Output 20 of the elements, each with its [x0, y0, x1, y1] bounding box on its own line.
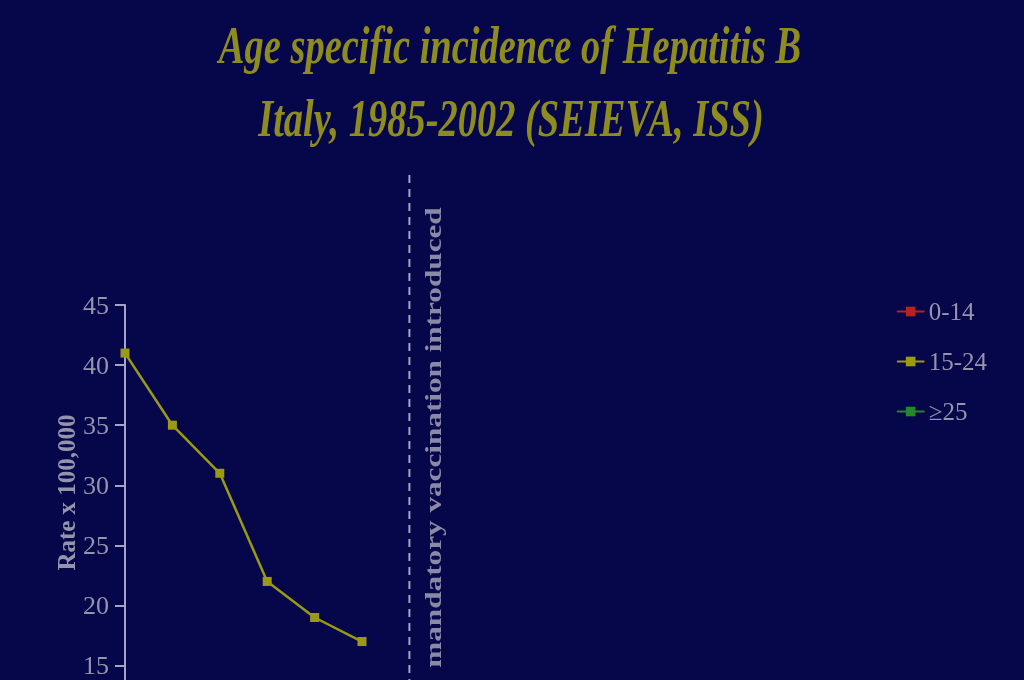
y-tick-label: 40 — [83, 350, 109, 380]
text: Italy, 1985-2002 (SEIEVA, ISS) — [257, 89, 764, 147]
point — [357, 637, 367, 647]
legend-label: ≥25 — [928, 398, 968, 425]
text: Age specific incidence of Hepatitis B — [216, 16, 802, 74]
text: mandatory vaccination introduced — [419, 206, 446, 668]
y-tick-label: 25 — [83, 530, 109, 560]
y-tick-label: 20 — [83, 590, 109, 620]
y-axis-title: Rate x 100,000 — [53, 414, 81, 571]
legend-label: 0-14 — [928, 298, 975, 325]
point — [167, 420, 177, 430]
point — [310, 613, 320, 622]
point — [120, 348, 130, 358]
y-tick-label: 15 — [83, 651, 109, 680]
y-tick-label: 45 — [83, 290, 109, 320]
point — [262, 576, 272, 586]
legend-label: 15-24 — [928, 348, 988, 375]
point — [215, 468, 225, 478]
y-tick-label: 30 — [83, 470, 109, 500]
y-tick-label: 35 — [83, 410, 109, 440]
